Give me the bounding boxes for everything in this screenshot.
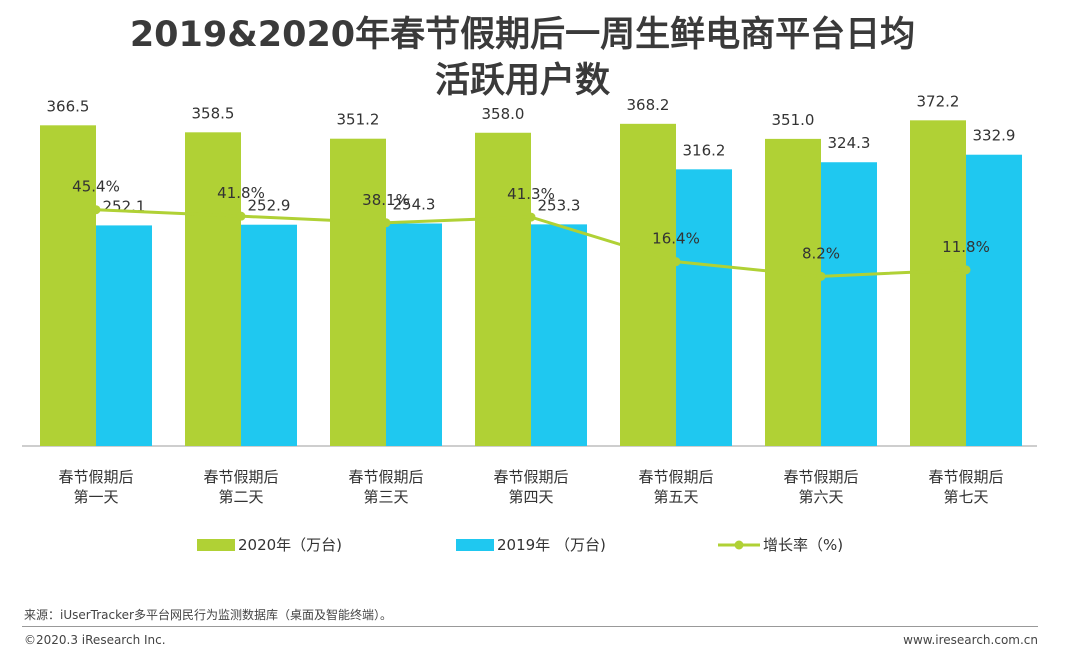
growth-point-4	[526, 212, 536, 222]
category-label-3-line2: 第三天	[363, 488, 408, 506]
category-label-7-line1: 春节假期后	[928, 468, 1003, 486]
bar-label-2019-5: 316.2	[683, 141, 726, 159]
bar-2020-1	[40, 125, 96, 446]
category-label-5-line2: 第五天	[653, 488, 698, 506]
legend-label-growth: 增长率（%)	[763, 536, 843, 554]
source-note: 来源：iUserTracker多平台网民行为监测数据库（桌面及智能终端）。	[24, 608, 392, 622]
website: www.iresearch.com.cn	[903, 633, 1038, 647]
category-label-7-line2: 第七天	[943, 488, 988, 506]
legend-label-2020: 2020年（万台)	[238, 536, 342, 554]
growth-label-4: 41.3%	[507, 185, 555, 203]
bar-2020-3	[330, 138, 386, 446]
category-label-4-line2: 第四天	[508, 488, 553, 506]
bar-2019-7	[966, 154, 1022, 446]
legend-marker-growth	[734, 540, 744, 550]
category-label-5-line1: 春节假期后	[638, 468, 713, 486]
bar-2019-3	[386, 223, 442, 446]
combo-chart: 366.5252.1春节假期后第一天358.5252.9春节假期后第二天351.…	[22, 92, 1037, 554]
bar-label-2020-1: 366.5	[47, 97, 90, 115]
growth-label-1: 45.4%	[72, 178, 120, 196]
bar-label-2020-5: 368.2	[627, 96, 670, 114]
bar-label-2019-4: 253.3	[538, 196, 581, 214]
copyright: ©2020.3 iResearch Inc.	[24, 633, 166, 647]
bar-2019-5	[676, 169, 732, 446]
title-line-1: 2019&2020年春节假期后一周生鲜电商平台日均	[129, 15, 916, 55]
bar-label-2019-7: 332.9	[973, 127, 1016, 145]
bar-2019-1	[96, 225, 152, 446]
bar-2020-5	[620, 123, 676, 446]
category-label-6-line1: 春节假期后	[783, 468, 858, 486]
bar-label-2019-3: 254.3	[393, 195, 436, 213]
bar-label-2020-2: 358.5	[192, 104, 235, 122]
bar-2020-4	[475, 132, 531, 446]
legend-swatch-2020	[197, 539, 235, 551]
title-line-2: 活跃用户数	[434, 61, 610, 101]
growth-point-5	[671, 257, 681, 267]
category-label-4-line1: 春节假期后	[493, 468, 568, 486]
bar-label-2020-7: 372.2	[917, 92, 960, 110]
legend-label-2019: 2019年 （万台)	[497, 536, 606, 554]
category-label-1-line2: 第一天	[73, 488, 118, 506]
bar-label-2020-4: 358.0	[482, 105, 525, 123]
bar-2019-6	[821, 162, 877, 447]
growth-point-2	[236, 211, 246, 221]
bar-2019-2	[241, 224, 297, 446]
growth-point-1	[91, 205, 101, 215]
bar-label-2019-6: 324.3	[828, 134, 871, 152]
category-label-2-line2: 第二天	[218, 488, 263, 506]
growth-label-2: 41.8%	[217, 184, 265, 202]
bar-label-2020-3: 351.2	[337, 111, 380, 129]
category-label-3-line1: 春节假期后	[348, 468, 423, 486]
category-label-1-line1: 春节假期后	[58, 468, 133, 486]
chart-title: 2019&2020年春节假期后一周生鲜电商平台日均 活跃用户数	[0, 12, 1045, 104]
category-label-2-line1: 春节假期后	[203, 468, 278, 486]
growth-label-6: 8.2%	[802, 244, 840, 262]
bar-2020-2	[185, 132, 241, 446]
growth-point-7	[961, 265, 971, 275]
category-label-6-line2: 第六天	[798, 488, 843, 506]
growth-point-3	[381, 218, 391, 228]
footer-divider	[22, 626, 1038, 627]
growth-label-3: 38.1%	[362, 191, 410, 209]
growth-label-7: 11.8%	[942, 238, 990, 256]
legend-swatch-2019	[456, 539, 494, 551]
growth-point-6	[816, 271, 826, 281]
bar-2020-6	[765, 138, 821, 446]
bar-label-2020-6: 351.0	[772, 111, 815, 129]
growth-label-5: 16.4%	[652, 230, 700, 248]
bar-label-2019-2: 252.9	[248, 197, 291, 215]
bar-2020-7	[910, 120, 966, 446]
bar-2019-4	[531, 224, 587, 446]
